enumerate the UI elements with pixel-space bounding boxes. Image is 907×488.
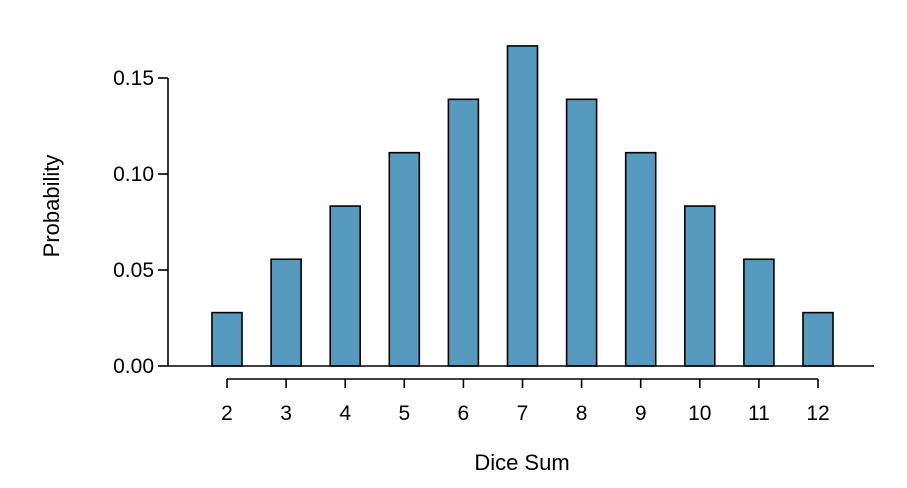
- x-tick-label-2: 2: [221, 402, 233, 425]
- y-tick-label-3: 0.15: [113, 67, 154, 90]
- x-axis-title: Dice Sum: [474, 450, 569, 475]
- bar-2: [211, 311, 243, 367]
- bar-3: [270, 258, 302, 367]
- x-tick-label-12: 12: [806, 402, 829, 425]
- x-tick-label-11: 11: [748, 402, 770, 425]
- y-tick-label-2: 0.10: [113, 163, 154, 186]
- bar-5: [388, 151, 421, 367]
- bar-11: [743, 258, 775, 367]
- x-tick-label-10: 10: [688, 402, 711, 425]
- x-tick-label-4: 4: [339, 402, 351, 425]
- y-axis-title: Probability: [39, 155, 64, 258]
- bar-8: [565, 98, 598, 367]
- x-tick-label-9: 9: [635, 402, 647, 425]
- bar-9: [624, 151, 657, 367]
- bar-7: [506, 45, 539, 367]
- x-tick-label-8: 8: [576, 402, 588, 425]
- x-tick-label-3: 3: [280, 402, 292, 425]
- y-tick-label-1: 0.05: [113, 259, 154, 282]
- x-ticks-group: 2 3 4 5 6 7 8 9 10 11 12: [221, 378, 830, 425]
- x-tick-label-6: 6: [458, 402, 470, 425]
- x-tick-label-5: 5: [398, 402, 410, 425]
- bar-6: [447, 98, 480, 367]
- y-tick-label-0: 0.00: [113, 355, 154, 378]
- x-tick-label-7: 7: [517, 402, 529, 425]
- bars-group: [211, 45, 834, 367]
- bar-10: [683, 205, 716, 367]
- y-ticks-group: 0.00 0.05 0.10 0.15: [113, 67, 168, 378]
- bar-4: [329, 205, 362, 367]
- bar-12: [802, 311, 834, 367]
